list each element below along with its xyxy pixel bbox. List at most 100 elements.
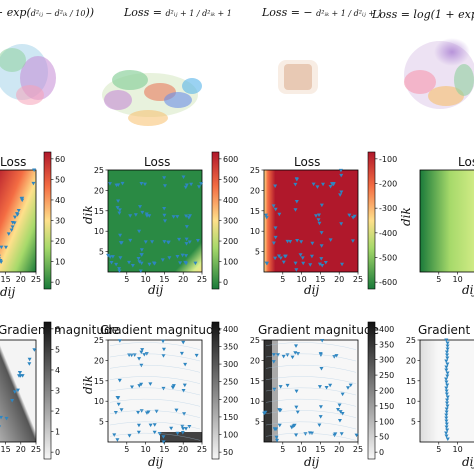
marker	[445, 404, 450, 408]
colorbar-tick-label: -300	[379, 204, 397, 213]
y-tick-label: 20	[250, 356, 260, 365]
marker	[136, 257, 141, 261]
grad-xticks-3: 5 10 15 20 25	[280, 442, 363, 454]
colorbar-tick-label: 100	[379, 417, 394, 426]
embedding-cloud-2	[102, 70, 202, 126]
marker	[150, 240, 155, 244]
marker	[445, 341, 450, 345]
marker	[32, 348, 37, 352]
marker	[181, 340, 186, 345]
marker	[144, 214, 149, 218]
marker	[118, 256, 123, 260]
marker	[180, 430, 185, 435]
formula-fraction: d²ᵢⱼ − d²ᵢₖ / 10	[30, 9, 86, 18]
marker	[445, 371, 450, 375]
x-tick-label: 5	[280, 445, 285, 454]
streamline	[265, 376, 357, 384]
y-tick-label: 5	[99, 418, 104, 427]
marker	[273, 226, 278, 230]
colorbar-tick-label: 1	[55, 428, 60, 437]
marker	[119, 408, 124, 412]
marker	[193, 261, 198, 266]
marker	[151, 261, 156, 265]
marker	[444, 359, 449, 363]
marker	[294, 268, 299, 272]
marker	[106, 253, 111, 258]
marker	[169, 426, 174, 431]
colorbar-tick-label: 10	[55, 258, 65, 267]
marker	[445, 398, 450, 402]
colorbar-tick-label: 5	[55, 345, 60, 354]
marker	[445, 347, 450, 351]
y-tick-label: 25	[250, 336, 260, 345]
marker	[337, 403, 342, 407]
grad-title-4: Gradient magnitude	[418, 323, 474, 337]
marker	[139, 261, 144, 266]
colorbar-tick-label: 0	[55, 278, 60, 287]
y-tick-label: 15	[250, 207, 260, 216]
marker	[161, 354, 166, 358]
marker	[128, 214, 133, 218]
marker	[162, 213, 167, 218]
marker	[139, 253, 144, 257]
y-tick-label: 20	[94, 356, 104, 365]
marker	[163, 219, 168, 223]
marker	[9, 228, 14, 233]
formula-panel-4: Loss = log(1 + exp(	[372, 8, 474, 21]
marker	[290, 355, 295, 360]
y-tick-label: 20	[406, 356, 416, 365]
marker	[318, 415, 323, 419]
y-tick-label: 15	[250, 377, 260, 386]
marker	[4, 416, 9, 421]
marker	[160, 258, 165, 262]
colorbar-tick-label: 400	[223, 196, 238, 205]
marker	[139, 350, 144, 355]
formula-panel-1: + exp(d²ᵢⱼ − d²ᵢₖ / 10))	[0, 6, 95, 19]
grad-xticks-2: 5 10 15 20 25	[124, 442, 207, 454]
marker	[294, 433, 299, 438]
marker	[116, 199, 121, 204]
loss-colorbar-2	[211, 151, 220, 290]
grad-xlabel-3: dij	[304, 455, 320, 469]
marker	[0, 257, 2, 260]
marker	[278, 256, 283, 261]
loss-markers-1	[0, 168, 37, 265]
marker	[14, 212, 19, 216]
grad-title-3: Gradient magnitude	[258, 323, 379, 337]
marker	[148, 382, 153, 386]
marker	[338, 168, 343, 173]
loss-heatmap-4	[420, 170, 474, 272]
x-tick-label: 25	[31, 445, 41, 454]
x-tick-label: 20	[178, 445, 188, 454]
marker	[300, 256, 305, 260]
marker	[142, 182, 147, 187]
grad-colorbar-ticks-3: 0 50 100 150 200 250 300 350 400	[375, 325, 394, 457]
marker	[115, 438, 120, 442]
streamline	[109, 410, 201, 418]
marker	[348, 383, 353, 388]
loss-xlabel-2: dij	[148, 283, 164, 297]
grad-colorbar-ticks-2: 50 100 150 200 250 300 350 400	[219, 325, 238, 457]
loss-ylabel-2: dik	[81, 205, 95, 224]
marker	[195, 238, 200, 243]
grad-markers-1	[0, 348, 37, 428]
marker	[321, 182, 326, 187]
marker	[340, 392, 345, 397]
marker	[136, 423, 141, 428]
marker	[311, 182, 316, 187]
marker	[180, 424, 185, 429]
marker	[445, 353, 450, 357]
colorbar-tick-label: 200	[223, 395, 238, 404]
loss-ylabel-3: dik	[399, 207, 413, 226]
colorbar-tick-label: 40	[55, 196, 65, 205]
marker	[184, 225, 189, 229]
marker	[143, 240, 148, 244]
loss-markers-2	[106, 175, 204, 274]
marker	[444, 377, 449, 381]
marker	[299, 240, 304, 244]
marker	[319, 203, 324, 208]
y-tick-label: 10	[250, 397, 260, 406]
marker	[444, 350, 449, 354]
loss-xticks-4: 5 10	[436, 272, 463, 284]
marker	[157, 432, 162, 436]
